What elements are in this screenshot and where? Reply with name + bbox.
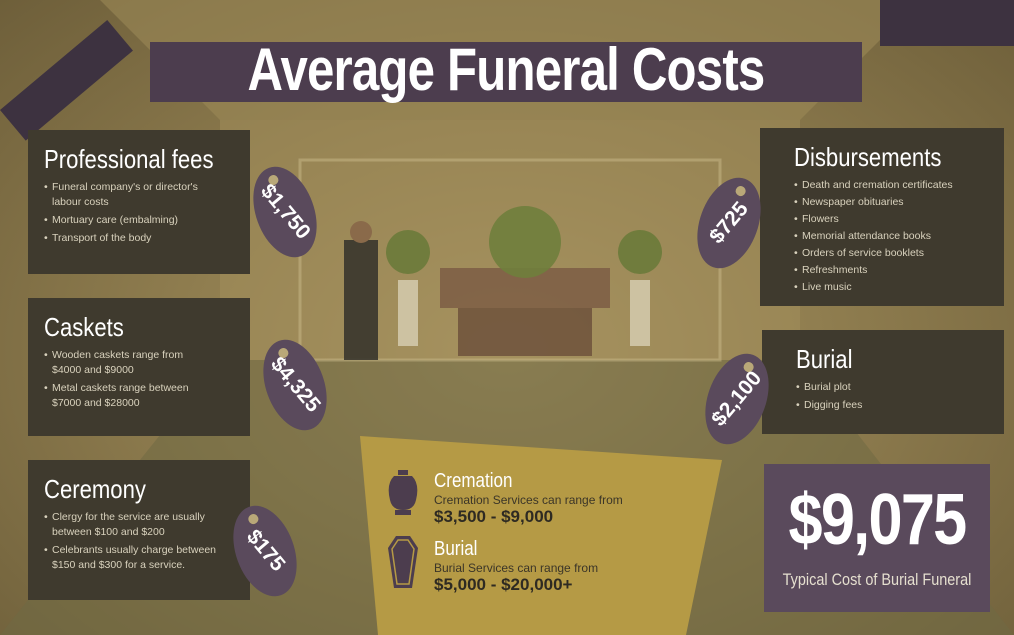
total-label: Typical Cost of Burial Funeral bbox=[782, 570, 972, 589]
cremation-sub: Cremation Services can range from bbox=[434, 493, 623, 507]
title-band bbox=[150, 42, 862, 102]
list-item: Funeral company's or director's labour c… bbox=[44, 180, 202, 210]
service-options-panel bbox=[360, 436, 722, 635]
list-item: Metal caskets range between $7000 and $2… bbox=[44, 381, 212, 411]
list-item: Flowers bbox=[794, 212, 1004, 227]
burial-option-range: $5,000 - $20,000+ bbox=[434, 575, 573, 594]
list-item: Mortuary care (embalming) bbox=[44, 213, 250, 228]
panel-heading: Disbursements bbox=[794, 142, 942, 172]
list-item: Live music bbox=[794, 280, 1004, 295]
list-item: Memorial attendance books bbox=[794, 229, 1004, 244]
coffin-icon bbox=[388, 536, 418, 588]
list-item: Celebrants usually charge between $150 a… bbox=[44, 543, 237, 573]
cremation-option: Cremation Cremation Services can range f… bbox=[434, 470, 623, 527]
list-item: Refreshments bbox=[794, 263, 1004, 278]
burial-option-heading: Burial bbox=[434, 538, 478, 560]
page-title: Average Funeral Costs bbox=[247, 36, 766, 103]
ribbon-right bbox=[880, 0, 1014, 46]
list-item: Wooden caskets range from $4000 and $900… bbox=[44, 348, 202, 378]
panel-disbursements: Disbursements Death and cremation certif… bbox=[760, 128, 1004, 306]
cremation-range: $3,500 - $9,000 bbox=[434, 507, 554, 526]
list-item: Transport of the body bbox=[44, 231, 250, 246]
panel-heading: Ceremony bbox=[44, 474, 146, 504]
panel-burial: Burial Burial plot Digging fees bbox=[762, 330, 1004, 434]
list-item: Clergy for the service are usually betwe… bbox=[44, 510, 232, 540]
panel-heading: Burial bbox=[796, 344, 853, 374]
list-item: Digging fees bbox=[796, 398, 1004, 413]
total-value: $9,075 bbox=[788, 480, 968, 560]
panel-ceremony: Ceremony Clergy for the service are usua… bbox=[28, 460, 250, 600]
panel-heading: Caskets bbox=[44, 312, 124, 342]
list-item: Death and cremation certificates bbox=[794, 178, 1004, 193]
burial-option-sub: Burial Services can range from bbox=[434, 561, 599, 575]
burial-option: Burial Burial Services can range from $5… bbox=[434, 538, 598, 595]
person-figure bbox=[344, 240, 378, 360]
cremation-heading: Cremation bbox=[434, 470, 513, 492]
list-item: Orders of service booklets bbox=[794, 246, 1004, 261]
panel-caskets: Caskets Wooden caskets range from $4000 … bbox=[28, 298, 250, 436]
list-item: Newspaper obituaries bbox=[794, 195, 1004, 210]
urn-icon bbox=[388, 470, 418, 515]
panel-professional-fees: Professional fees Funeral company's or d… bbox=[28, 130, 250, 274]
total-panel bbox=[764, 464, 990, 612]
list-item: Burial plot bbox=[796, 380, 1004, 395]
panel-heading: Professional fees bbox=[44, 144, 214, 174]
